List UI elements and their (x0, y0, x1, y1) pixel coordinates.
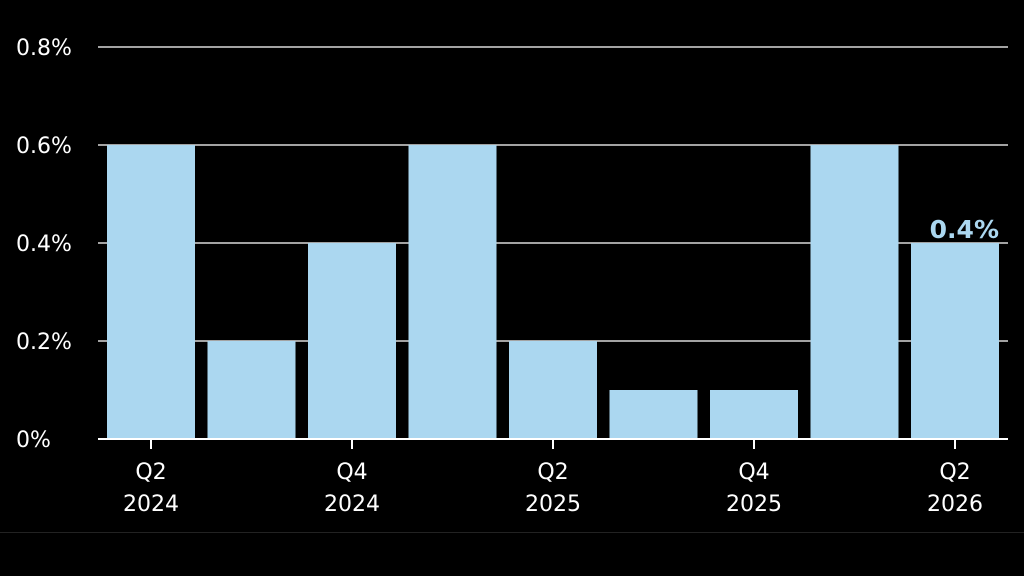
x-tick-label-year: 2024 (324, 492, 380, 517)
x-tick-label-year: 2026 (927, 492, 983, 517)
bar (207, 341, 296, 439)
bar (911, 243, 999, 439)
bar (308, 243, 396, 439)
bar (609, 390, 698, 439)
x-tick-label-quarter: Q2 (537, 460, 568, 485)
x-tick-label-quarter: Q4 (336, 460, 367, 485)
x-tick-labels: Q2 2024 Q4 2024 Q2 2025 Q4 2025 Q2 2026 (123, 460, 983, 517)
x-tick-label-year: 2025 (525, 492, 581, 517)
data-labels: 0.4% (930, 215, 999, 244)
x-tick-label-quarter: Q4 (738, 460, 769, 485)
bars (107, 145, 999, 439)
bar (107, 145, 195, 439)
x-axis (98, 438, 1008, 449)
data-label: 0.4% (930, 215, 999, 244)
bar (810, 145, 899, 439)
bar (710, 390, 798, 439)
y-tick-label: 0.6% (16, 134, 72, 159)
bar (509, 341, 597, 439)
y-tick-label: 0% (16, 428, 51, 453)
x-tick-label-quarter: Q2 (939, 460, 970, 485)
y-tick-label: 0.2% (16, 330, 72, 355)
footer-divider (0, 532, 1024, 533)
y-tick-label: 0.8% (16, 36, 72, 61)
y-tick-labels: 0% 0.2% 0.4% 0.6% 0.8% (16, 36, 72, 453)
x-tick-label-quarter: Q2 (135, 460, 166, 485)
bar (408, 145, 497, 439)
x-tick-label-year: 2025 (726, 492, 782, 517)
x-tick-label-year: 2024 (123, 492, 179, 517)
y-tick-label: 0.4% (16, 232, 72, 257)
